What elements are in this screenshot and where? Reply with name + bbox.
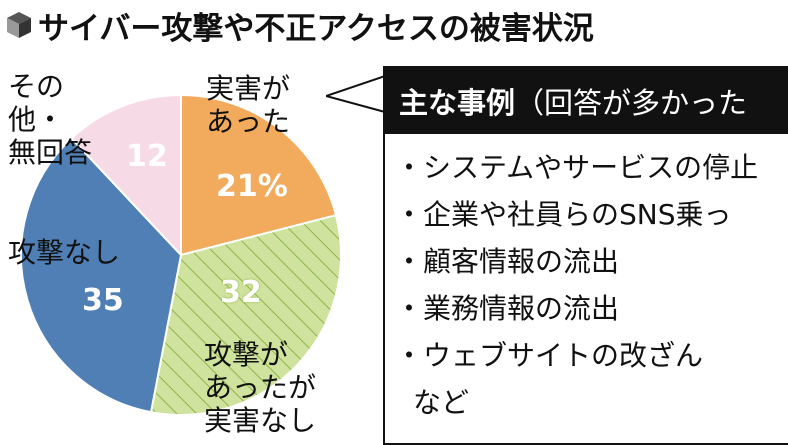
list-item: ・業務情報の流出 (395, 292, 620, 325)
list-item: ・システムやサービスの停止 (395, 151, 759, 184)
callout-pointer (326, 74, 386, 114)
chart-title: サイバー攻撃や不正アクセスの被害状況 (38, 10, 594, 47)
list-item: ・ウェブサイトの改ざん (395, 339, 704, 372)
pie-slice-other (70, 93, 182, 258)
slice-label-attack-no-damage: 攻撃が あったが 実害なし (204, 338, 317, 437)
list-more: など (413, 386, 470, 419)
pie-slice-no-attack (20, 136, 183, 414)
list-item: ・企業や社員らのSNS乗っ (395, 198, 732, 231)
callout-heading-note: （回答が多かった (515, 86, 748, 120)
pie-slice-attack-no-damage (149, 213, 342, 416)
list-item: ・顧客情報の流出 (395, 245, 620, 278)
slice-label-damage: 実害が あった (206, 72, 291, 138)
examples-callout: 主な事例 （回答が多かった ・システムやサービスの停止 ・企業や社員らのSNS乗… (383, 66, 788, 445)
slice-value-other: 12 (126, 139, 168, 174)
cube-icon (7, 12, 31, 38)
examples-list: ・システムやサービスの停止 ・企業や社員らのSNS乗っ ・顧客情報の流出 ・業務… (385, 134, 788, 379)
callout-heading-main: 主な事例 (399, 86, 516, 120)
pie-slice-damage (180, 93, 338, 257)
slice-value-no-attack: 35 (82, 283, 124, 318)
slice-value-damage: 21% (216, 169, 288, 204)
title-row: サイバー攻撃や不正アクセスの被害状況 (6, 4, 594, 47)
slice-label-other: その他・ 無回答 (8, 70, 93, 169)
slice-value-attack-no-damage: 32 (220, 275, 262, 310)
slice-label-no-attack: 攻撃なし (8, 236, 121, 269)
callout-heading: 主な事例 （回答が多かった (385, 68, 788, 134)
